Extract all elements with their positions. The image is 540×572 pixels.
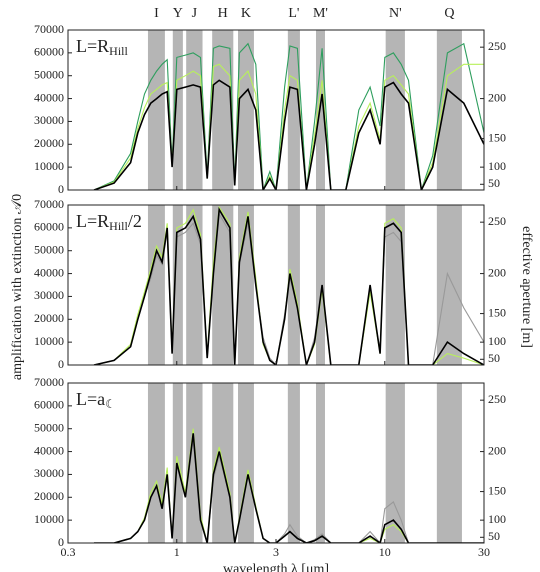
y-tick-label: 30000	[34, 466, 64, 480]
y-tick-label: 50000	[34, 420, 64, 434]
band-shade	[186, 205, 203, 365]
band-shade	[212, 30, 234, 190]
y2-tick-label: 100	[488, 334, 506, 348]
panel-label-part: L=R	[76, 211, 109, 231]
y2-tick-label: 100	[488, 159, 506, 173]
y-tick-label: 40000	[34, 265, 64, 279]
series-group	[93, 42, 484, 190]
band-label: N'	[389, 6, 402, 21]
y-tick-label: 70000	[34, 375, 64, 389]
y2-tick-label: 150	[488, 130, 506, 144]
y-tick-label: 10000	[34, 334, 64, 348]
y2-tick-label: 150	[488, 483, 506, 497]
band-shade	[436, 205, 462, 365]
band-shade	[238, 30, 254, 190]
band-shade	[287, 30, 300, 190]
y-axis-label: amplification with extinction 𝒜0	[10, 194, 25, 380]
band-label: H	[218, 6, 228, 21]
y2-tick-label: 50	[488, 529, 500, 543]
band-shade	[287, 383, 300, 543]
band-label: K	[241, 6, 251, 21]
x-tick-label: 3	[273, 545, 279, 559]
band-shade	[315, 205, 325, 365]
band-label: L'	[288, 6, 299, 21]
y-tick-label: 40000	[34, 90, 64, 104]
band-label: Y	[173, 6, 183, 21]
panel-label-part: Hill	[109, 44, 128, 58]
band-shade	[385, 383, 405, 543]
band-shade	[147, 205, 165, 365]
y-tick-label: 30000	[34, 288, 64, 302]
plot-frame	[67, 29, 485, 191]
plot-frame	[67, 382, 485, 544]
y-tick-label: 20000	[34, 311, 64, 325]
y-tick-label: 70000	[34, 22, 64, 36]
y-tick-label: 10000	[34, 512, 64, 526]
band-shade	[212, 205, 234, 365]
y-tick-label: 70000	[34, 197, 64, 211]
band-shade	[436, 30, 462, 190]
y-tick-label: 60000	[34, 45, 64, 59]
y-tick-label: 30000	[34, 113, 64, 127]
x-tick-label: 30	[478, 545, 490, 559]
line	[94, 433, 484, 543]
y2-tick-label: 150	[488, 305, 506, 319]
y-tick-label: 60000	[34, 220, 64, 234]
x-tick-label: 1	[174, 545, 180, 559]
y-tick-label: 40000	[34, 443, 64, 457]
panel-label: L=RHill	[76, 36, 128, 58]
y-tick-label: 0	[58, 357, 64, 371]
y-tick-label: 50000	[34, 242, 64, 256]
y-tick-label: 0	[58, 182, 64, 196]
y2-tick-label: 250	[488, 39, 506, 53]
band-shade	[385, 30, 405, 190]
band-shade	[436, 383, 462, 543]
band-shade	[147, 383, 165, 543]
y2-tick-label: 50	[488, 176, 500, 190]
series-group	[93, 205, 484, 365]
y-tick-label: 0	[58, 535, 64, 549]
y2-axis-label: effective aperture [m]	[519, 226, 534, 348]
band-shade	[147, 30, 165, 190]
y2-tick-label: 50	[488, 351, 500, 365]
y-tick-label: 10000	[34, 159, 64, 173]
panel-label: L=RHill/2	[76, 211, 142, 233]
panel-label-part: ☾	[105, 397, 116, 411]
x-axis-label: wavelength λ [μm]	[223, 562, 329, 572]
band-shade	[385, 205, 405, 365]
y2-tick-label: 250	[488, 392, 506, 406]
x-tick-label: 10	[379, 545, 391, 559]
y2-tick-label: 200	[488, 443, 506, 457]
band-label: I	[154, 6, 159, 21]
line	[93, 42, 484, 190]
y2-tick-label: 250	[488, 214, 506, 228]
line	[93, 79, 484, 190]
panel-label-part: L=a	[76, 389, 105, 409]
y2-tick-label: 100	[488, 512, 506, 526]
y-tick-label: 20000	[34, 489, 64, 503]
line	[93, 207, 484, 365]
panel-label: L=a☾	[76, 389, 116, 411]
line	[93, 63, 484, 190]
band-shade	[315, 383, 325, 543]
panel-label-part: L=R	[76, 36, 109, 56]
y2-tick-label: 200	[488, 90, 506, 104]
x-tick-label: 0.3	[61, 545, 76, 559]
band-shade	[172, 205, 183, 365]
panel-label-part: /2	[128, 211, 142, 231]
band-shade	[172, 30, 183, 190]
series-group	[94, 428, 484, 543]
y-tick-label: 50000	[34, 67, 64, 81]
band-label: Q	[444, 6, 454, 21]
y-tick-label: 60000	[34, 398, 64, 412]
band-shade	[172, 383, 183, 543]
band-label: M'	[313, 6, 328, 21]
band-shade	[186, 30, 203, 190]
band-label: J	[192, 6, 198, 21]
y-tick-label: 20000	[34, 136, 64, 150]
y2-tick-label: 200	[488, 265, 506, 279]
panel-label-part: Hill	[109, 219, 128, 233]
